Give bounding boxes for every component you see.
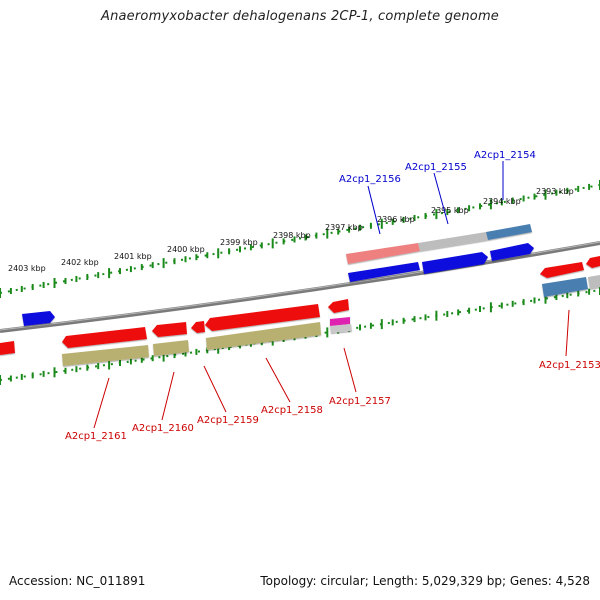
callouts-bottom: [93, 309, 570, 429]
gene-feature[interactable]: [153, 340, 189, 356]
gene-labels-bottom: A2cp1_2161 A2cp1_2160 A2cp1_2159 A2cp1_2…: [65, 360, 600, 442]
gene-feature[interactable]: [586, 256, 600, 268]
kbp-label-2393: 2393 kbp: [536, 187, 574, 196]
gene-label-A2cp1_2161[interactable]: A2cp1_2161: [65, 431, 127, 442]
callout-line: [265, 357, 291, 403]
callout-line: [367, 185, 381, 235]
gene-feature[interactable]: [346, 243, 420, 264]
gene-label-A2cp1_2160[interactable]: A2cp1_2160: [132, 423, 194, 434]
gene-feature[interactable]: [330, 317, 350, 326]
callout-line: [433, 172, 449, 225]
genome-summary-text: Topology: circular; Length: 5,029,329 bp…: [260, 574, 590, 588]
kbp-label-2401: 2401 kbp: [114, 252, 152, 261]
callout-line: [343, 347, 357, 393]
gene-feature[interactable]: [490, 243, 534, 261]
kbp-label-2398: 2398 kbp: [273, 231, 311, 240]
callout-line: [565, 309, 570, 357]
gene-feature[interactable]: [191, 321, 205, 333]
gene-feature[interactable]: [328, 299, 349, 313]
gene-feature[interactable]: [205, 304, 320, 331]
gene-label-A2cp1_2153[interactable]: A2cp1_2153: [539, 360, 600, 371]
kbp-labels: 2393 kbp 2394 kbp 2395 kbp 2396 kbp 2397…: [8, 187, 574, 273]
gene-feature[interactable]: [588, 275, 600, 289]
gene-label-A2cp1_2157[interactable]: A2cp1_2157: [329, 396, 391, 407]
kbp-label-2396: 2396 kbp: [377, 215, 415, 224]
gene-feature[interactable]: [540, 262, 584, 278]
kbp-label-2395: 2395 kbp: [431, 206, 469, 215]
kbp-label-2397: 2397 kbp: [325, 223, 363, 232]
gene-feature[interactable]: [22, 311, 55, 326]
callout-line: [203, 365, 227, 413]
callout-line: [93, 377, 110, 429]
kbp-label-2400: 2400 kbp: [167, 245, 205, 254]
gene-label-A2cp1_2159[interactable]: A2cp1_2159: [197, 415, 259, 426]
kbp-label-2402: 2402 kbp: [61, 258, 99, 267]
callout-line: [161, 371, 175, 421]
kbp-label-2403: 2403 kbp: [8, 264, 46, 273]
gene-feature[interactable]: [330, 324, 352, 333]
accession-text: Accession: NC_011891: [9, 574, 146, 588]
map-title: Anaeromyxobacter dehalogenans 2CP-1, com…: [100, 9, 500, 24]
genome-backbone: [0, 241, 600, 333]
gene-feature[interactable]: [62, 327, 147, 348]
gene-label-A2cp1_2156[interactable]: A2cp1_2156: [339, 174, 401, 185]
kbp-label-2394: 2394 kbp: [483, 197, 521, 206]
gene-feature[interactable]: [62, 345, 149, 366]
gene-track-lower[interactable]: [0, 299, 352, 366]
gene-feature[interactable]: [486, 224, 532, 240]
callouts-top: [367, 161, 504, 235]
gene-feature[interactable]: [0, 341, 15, 355]
gene-label-A2cp1_2158[interactable]: A2cp1_2158: [261, 405, 323, 416]
gene-feature[interactable]: [206, 322, 321, 350]
gene-feature[interactable]: [152, 322, 187, 337]
gene-feature[interactable]: [348, 262, 420, 282]
gene-track-upper[interactable]: [22, 224, 600, 326]
gene-feature[interactable]: [418, 232, 488, 251]
gene-labels-top: A2cp1_2156 A2cp1_2155 A2cp1_2154: [339, 150, 536, 185]
outer-ruler: [0, 180, 600, 298]
gene-feature[interactable]: [542, 277, 588, 297]
gene-label-A2cp1_2154[interactable]: A2cp1_2154: [474, 150, 536, 161]
gene-label-A2cp1_2155[interactable]: A2cp1_2155: [405, 162, 467, 173]
gene-feature[interactable]: [422, 252, 488, 274]
kbp-label-2399: 2399 kbp: [220, 238, 258, 247]
